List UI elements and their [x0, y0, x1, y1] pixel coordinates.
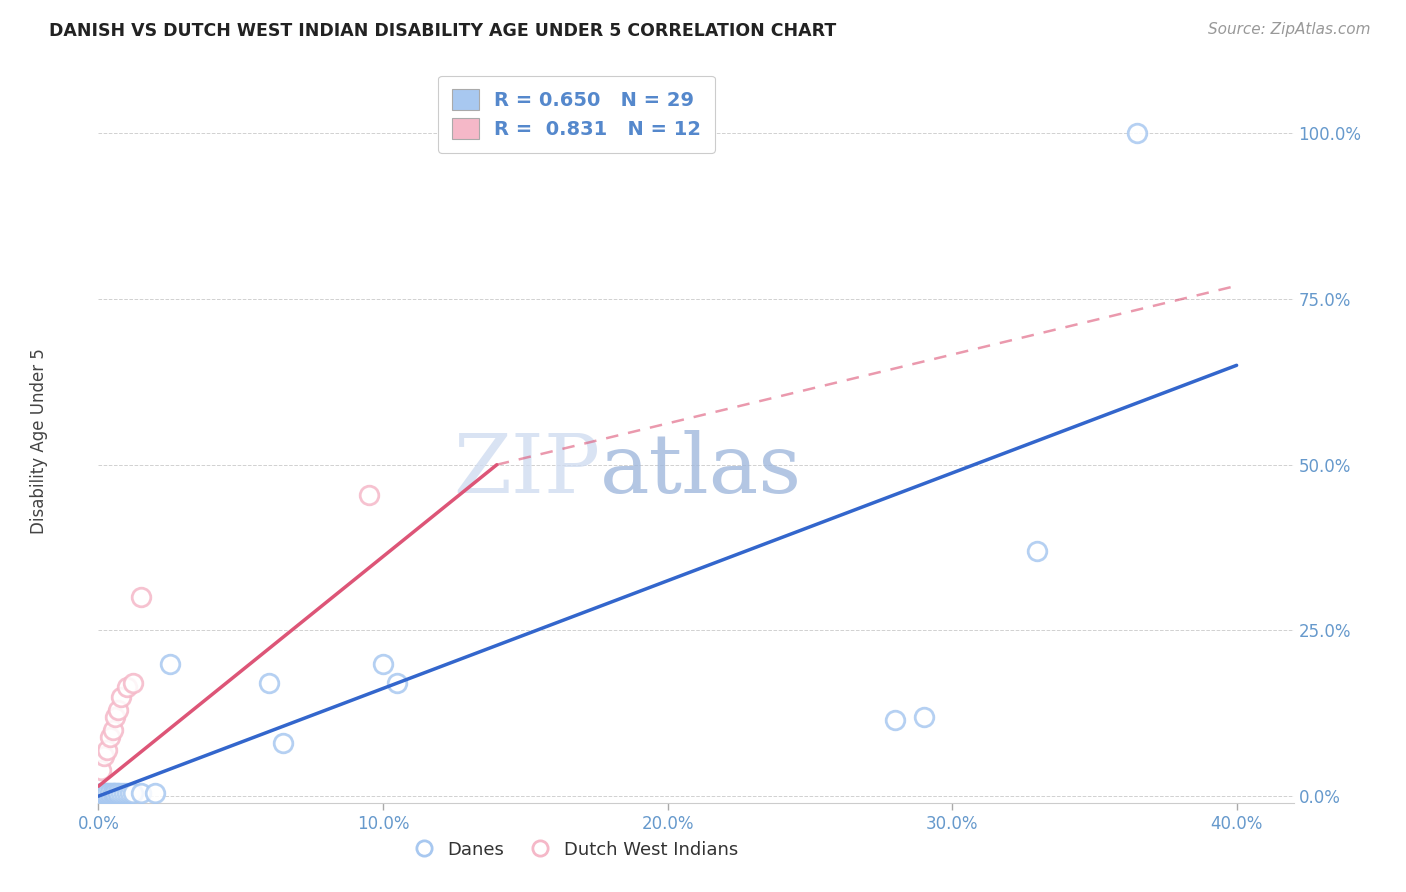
Point	[118, 786, 141, 800]
Point	[104, 786, 127, 800]
Point	[96, 743, 118, 757]
Point	[96, 786, 118, 800]
Point	[121, 786, 143, 800]
Point	[93, 786, 115, 800]
Point	[129, 591, 152, 605]
Point	[257, 676, 280, 690]
Point	[129, 786, 152, 800]
Point	[115, 680, 138, 694]
Point	[107, 786, 129, 800]
Point	[115, 786, 138, 800]
Point	[110, 690, 132, 704]
Text: Source: ZipAtlas.com: Source: ZipAtlas.com	[1208, 22, 1371, 37]
Point	[385, 676, 409, 690]
Point	[884, 713, 907, 727]
Point	[98, 786, 121, 800]
Point	[112, 786, 135, 800]
Point	[101, 723, 124, 737]
Point	[371, 657, 394, 671]
Text: DANISH VS DUTCH WEST INDIAN DISABILITY AGE UNDER 5 CORRELATION CHART: DANISH VS DUTCH WEST INDIAN DISABILITY A…	[49, 22, 837, 40]
Text: Disability Age Under 5: Disability Age Under 5	[30, 349, 48, 534]
Point	[104, 709, 127, 723]
Text: atlas: atlas	[600, 431, 803, 510]
Point	[104, 786, 127, 800]
Point	[90, 763, 112, 777]
Point	[110, 786, 132, 800]
Point	[93, 749, 115, 764]
Point	[1126, 126, 1149, 140]
Point	[107, 786, 129, 800]
Point	[101, 786, 124, 800]
Point	[96, 786, 118, 800]
Point	[98, 786, 121, 800]
Point	[1026, 544, 1049, 558]
Point	[90, 786, 112, 800]
Text: ZIP: ZIP	[453, 431, 600, 510]
Point	[107, 703, 129, 717]
Point	[98, 730, 121, 744]
Point	[273, 736, 295, 750]
Legend: Danes, Dutch West Indians: Danes, Dutch West Indians	[408, 834, 745, 866]
Point	[159, 657, 181, 671]
Point	[101, 786, 124, 800]
Point	[121, 676, 143, 690]
Point	[143, 786, 166, 800]
Point	[357, 487, 380, 501]
Point	[93, 786, 115, 800]
Point	[912, 709, 935, 723]
